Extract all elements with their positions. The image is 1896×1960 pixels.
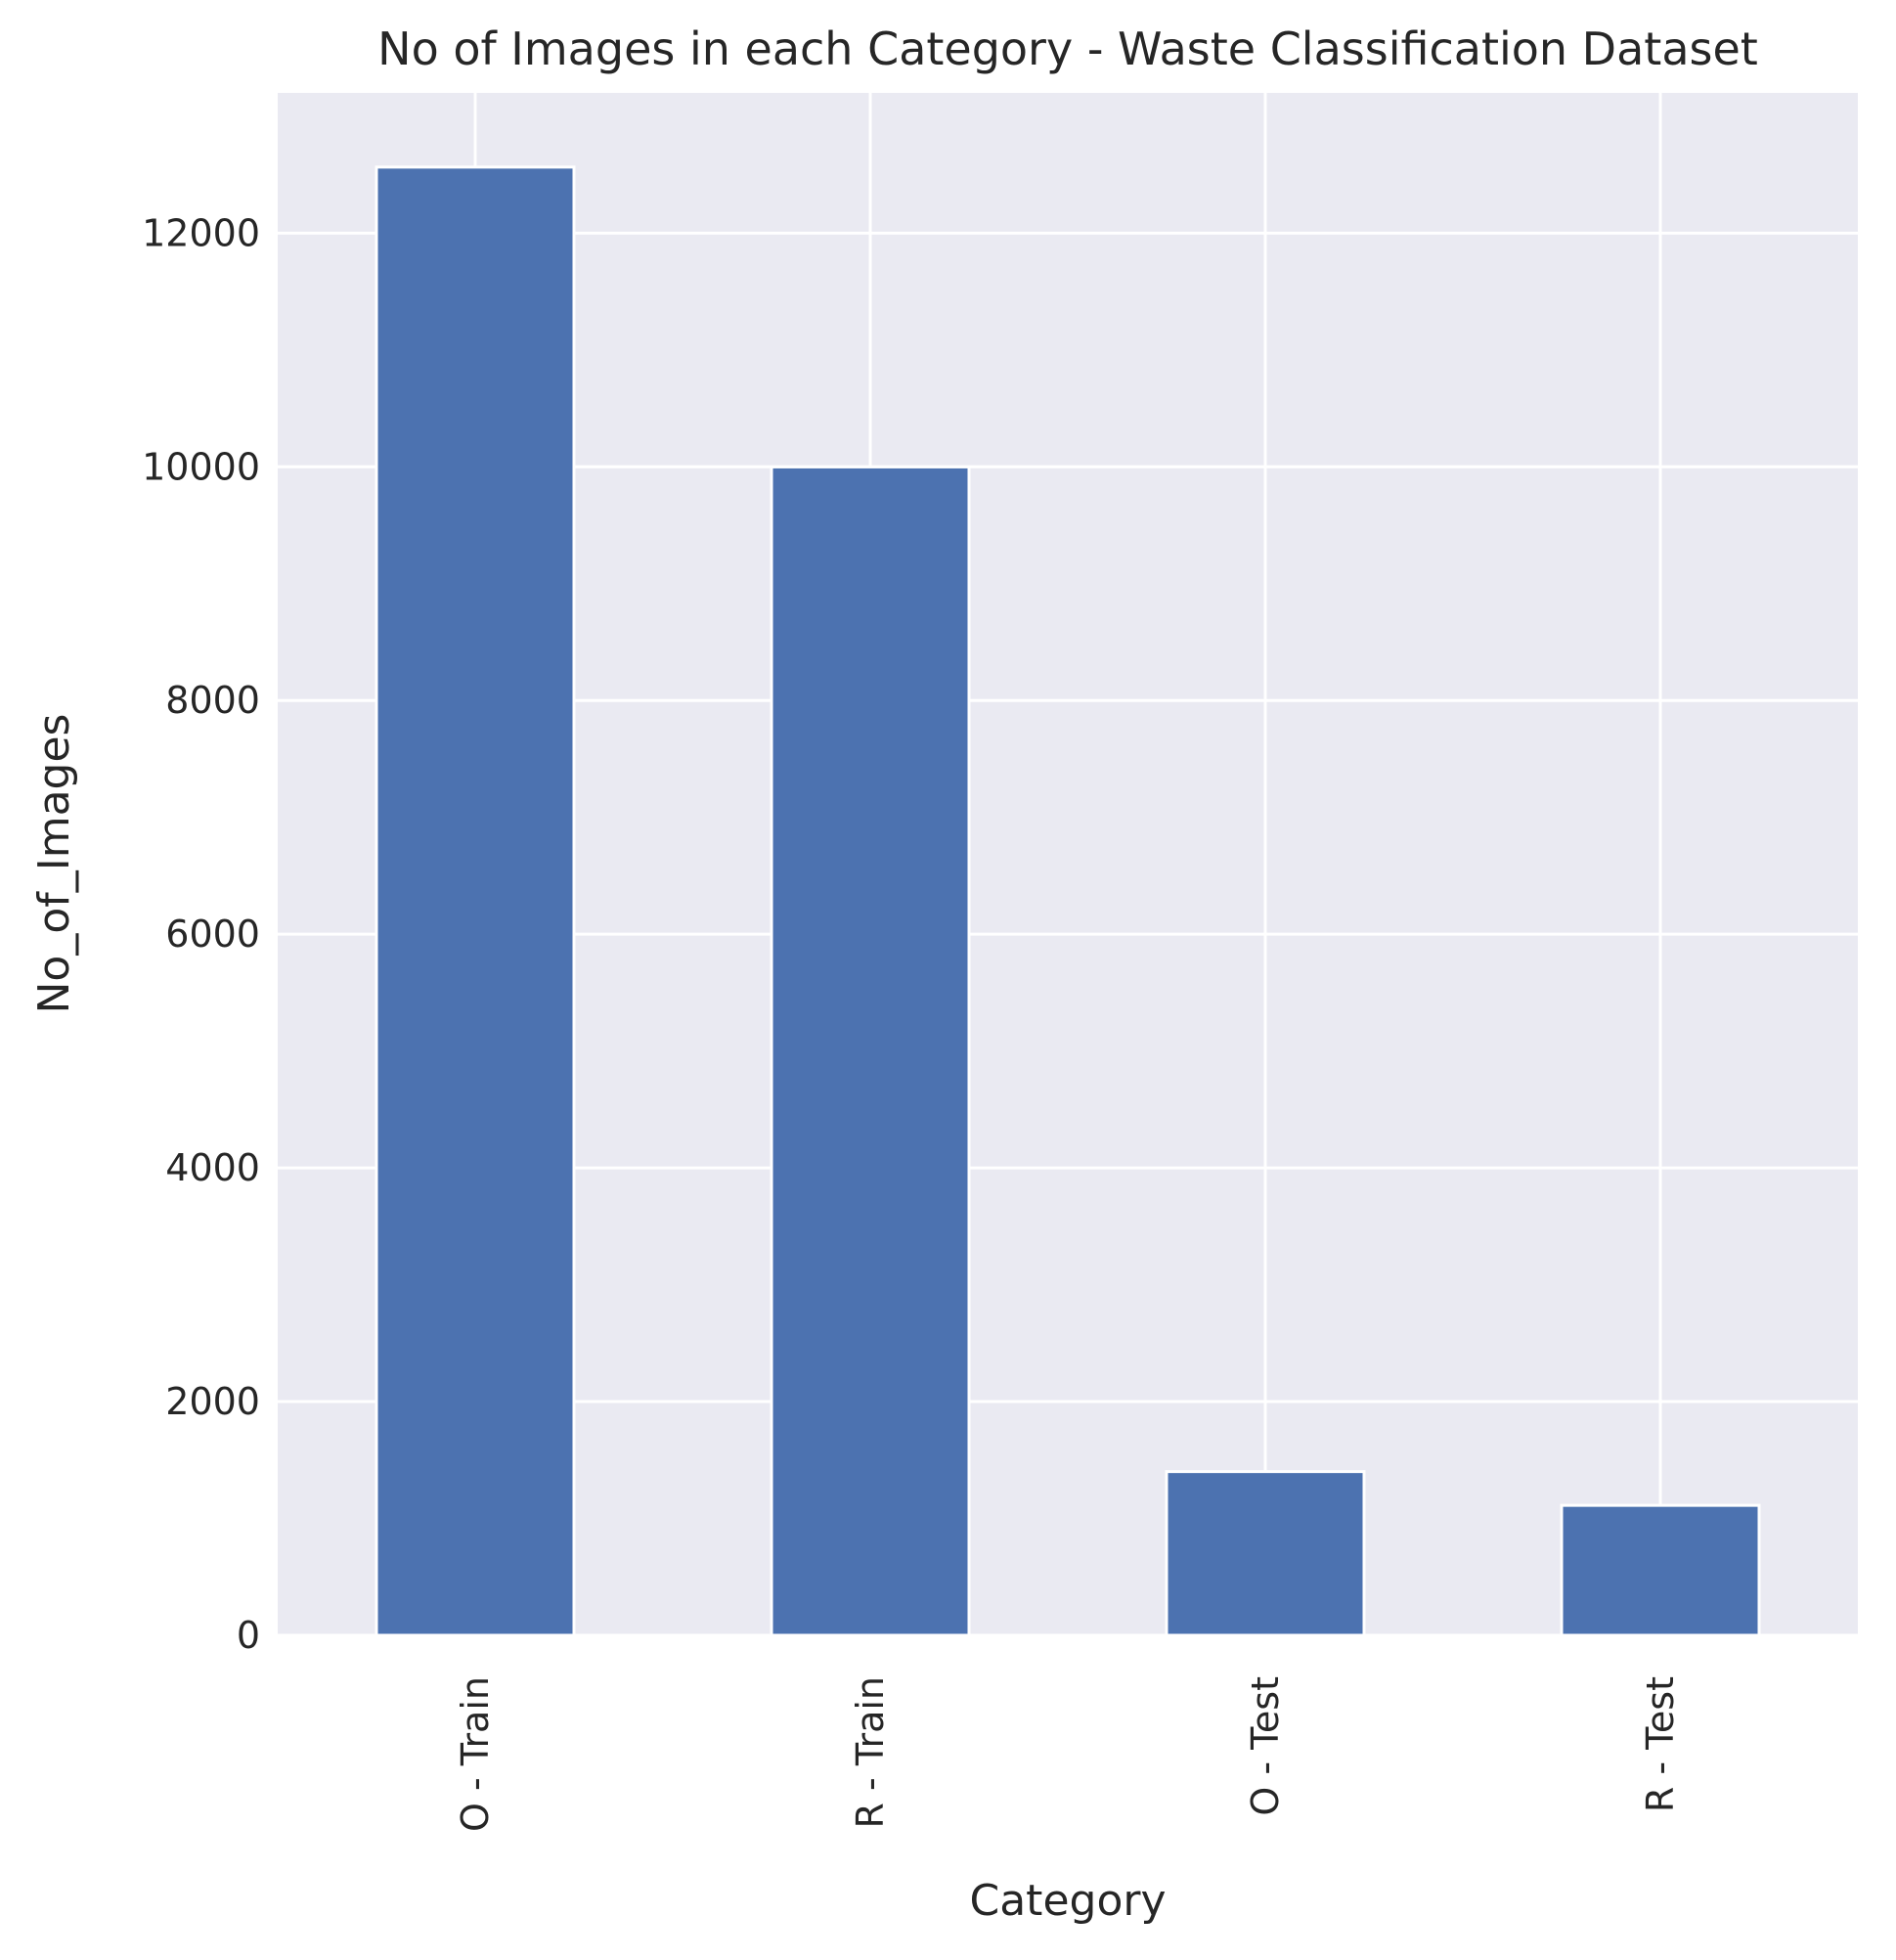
y-tick-label: 12000 [142, 211, 260, 254]
bar-r-train [770, 465, 971, 1637]
bar-r-test [1560, 1503, 1761, 1637]
x-axis-ticks: O - Train R - Train O - Test R - Test [454, 1676, 1682, 1832]
y-axis-ticks: 0 2000 4000 6000 8000 10000 12000 [142, 211, 260, 1657]
x-axis-label: Category [970, 1876, 1167, 1926]
y-tick-label: 8000 [165, 679, 260, 722]
x-tick-label: O - Train [454, 1676, 497, 1832]
bars [375, 165, 1761, 1637]
y-tick-label: 10000 [142, 445, 260, 488]
x-tick-label: R - Train [849, 1676, 892, 1828]
y-tick-label: 6000 [165, 913, 260, 956]
y-axis-label: No_of_Images [29, 714, 79, 1014]
chart-title: No of Images in each Category - Waste Cl… [377, 22, 1758, 75]
y-tick-label: 4000 [165, 1146, 260, 1189]
bar-o-test [1165, 1470, 1366, 1637]
y-tick-label: 0 [237, 1614, 260, 1657]
bar-o-train [375, 165, 576, 1637]
y-tick-label: 2000 [165, 1380, 260, 1423]
x-tick-label: O - Test [1244, 1676, 1287, 1816]
x-tick-label: R - Test [1639, 1676, 1682, 1812]
